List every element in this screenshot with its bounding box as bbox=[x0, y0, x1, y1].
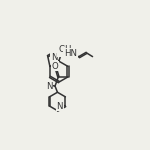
Text: N: N bbox=[51, 53, 57, 62]
Text: O: O bbox=[52, 62, 59, 71]
Text: N: N bbox=[57, 102, 63, 111]
Text: CH$_3$: CH$_3$ bbox=[58, 44, 76, 56]
Text: N: N bbox=[46, 82, 53, 91]
Text: HN: HN bbox=[64, 49, 77, 58]
